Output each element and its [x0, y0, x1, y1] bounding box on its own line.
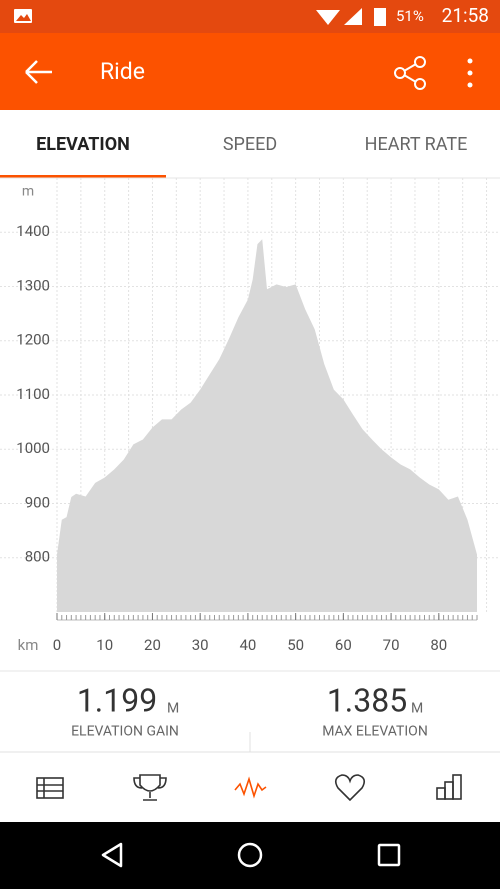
- stat-value: 1.199: [77, 681, 157, 719]
- x-tick-label: 70: [383, 636, 400, 654]
- y-tick-label: 900: [25, 493, 50, 511]
- chart: 800 900 1000 1100 1200 1300 1400 0 10 20 30 40 50 60 7…: [0, 178, 500, 654]
- status-bar: [0, 0, 500, 33]
- clock: 21:58: [442, 4, 489, 27]
- app-title: Ride: [100, 58, 145, 85]
- tab-indicator: [0, 175, 166, 178]
- system-nav: [0, 822, 500, 889]
- battery-icon: [374, 8, 386, 26]
- stat-label: MAX ELEVATION: [322, 724, 428, 740]
- image-icon-glyph: [16, 14, 31, 21]
- nav-trophy[interactable]: [133, 774, 167, 801]
- nav-stats[interactable]: [436, 774, 462, 800]
- x-tick-label: 40: [239, 636, 256, 654]
- signal-icon: [344, 8, 362, 25]
- x-tick-label: 60: [335, 636, 352, 654]
- nav-list[interactable]: [36, 777, 64, 799]
- stat-unit: M: [411, 701, 423, 717]
- stat-unit: M: [167, 701, 179, 717]
- y-tick-label: 1400: [16, 222, 50, 240]
- elevation-area: [57, 239, 477, 613]
- x-tick-label: 80: [430, 636, 447, 654]
- nav-analysis[interactable]: [234, 776, 267, 799]
- menu-button[interactable]: [467, 58, 473, 88]
- y-axis-label: m: [22, 184, 34, 200]
- tab[interactable]: HEART RATE: [365, 134, 468, 155]
- nav-heart[interactable]: [334, 774, 366, 802]
- home-key[interactable]: [237, 842, 263, 868]
- stat-value: 1.385: [327, 681, 407, 719]
- app-bar: [0, 33, 500, 110]
- x-tick-label: 0: [53, 636, 61, 654]
- recents-key[interactable]: [377, 843, 401, 867]
- x-axis-label: km: [18, 636, 39, 654]
- y-tick-label: 1000: [16, 439, 50, 457]
- battery-text: 51%: [396, 7, 424, 25]
- x-tick-label: 20: [144, 636, 161, 654]
- x-tick-label: 30: [192, 636, 209, 654]
- y-tick-label: 1300: [16, 276, 50, 294]
- x-tick-label: 10: [96, 636, 113, 654]
- x-tick-label: 50: [287, 636, 304, 654]
- share-button[interactable]: [394, 56, 426, 90]
- tab[interactable]: SPEED: [223, 134, 277, 155]
- y-tick-label: 1200: [16, 331, 50, 349]
- wifi-icon: [316, 10, 340, 25]
- stat-label: ELEVATION GAIN: [71, 724, 179, 740]
- y-tick-label: 1100: [16, 385, 50, 403]
- back-button[interactable]: [25, 60, 52, 84]
- tab[interactable]: ELEVATION: [36, 134, 130, 155]
- back-key[interactable]: [101, 842, 123, 868]
- y-tick-label: 800: [25, 548, 50, 566]
